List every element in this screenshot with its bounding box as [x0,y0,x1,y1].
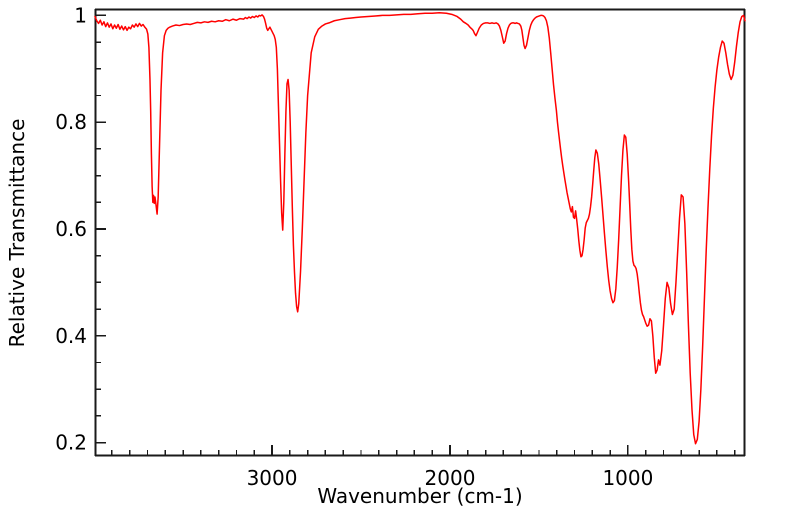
plot-axes [94,8,746,457]
spectrum-trace [94,11,746,445]
y-tick-label: 0.2 [55,431,87,455]
x-axis-title: Wavenumber (cm-1) [317,484,522,508]
y-tick-label: 1 [74,3,87,27]
y-tick-label: 0.6 [55,217,87,241]
tick-marks [95,14,736,456]
y-tick-label: 0.8 [55,110,87,134]
y-axis-title: Relative Transmittance [5,119,29,348]
x-tick-label: 2000 [425,466,476,490]
y-tick-label: 0.4 [55,324,87,348]
x-tick-label: 3000 [247,466,298,490]
tick-labels: 3000 2000 1000 1 0.8 0.6 0.4 0.2 [55,3,653,490]
x-tick-label: 1000 [602,466,653,490]
